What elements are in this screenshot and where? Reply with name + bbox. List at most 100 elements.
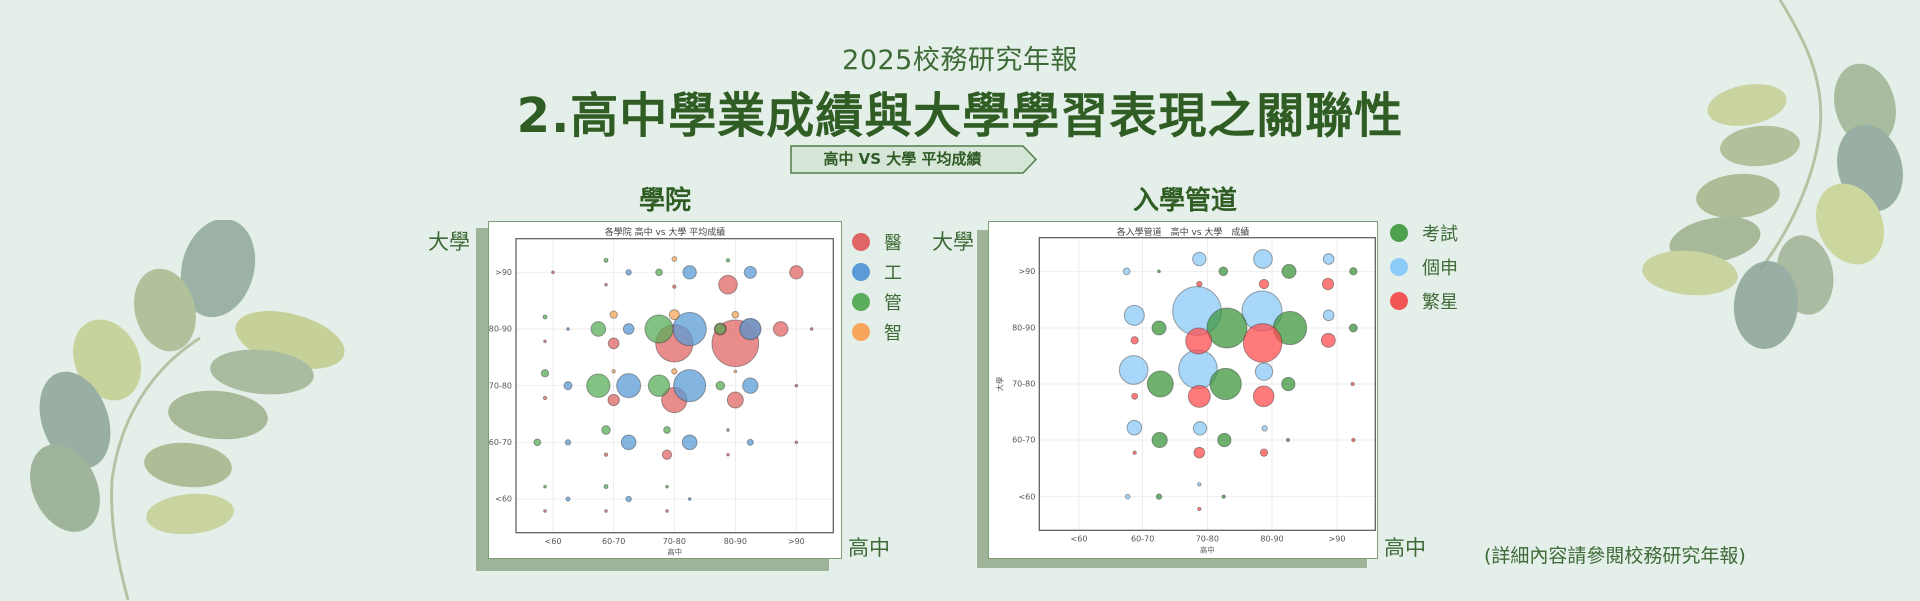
svg-text:大學: 大學 bbox=[996, 377, 1005, 392]
legend-dot-icon bbox=[1390, 258, 1408, 276]
bubble-point bbox=[1126, 419, 1143, 436]
bubble-point bbox=[715, 380, 726, 391]
bubble-point bbox=[665, 509, 669, 513]
section-title-college: 學院 bbox=[638, 186, 691, 216]
bubble-point bbox=[714, 323, 727, 335]
bubble-point bbox=[603, 257, 609, 263]
bubble-point bbox=[671, 256, 678, 262]
bubble-point bbox=[1197, 482, 1202, 487]
svg-text:80-90: 80-90 bbox=[1012, 324, 1035, 333]
svg-text:<60: <60 bbox=[495, 495, 512, 504]
bubble-point bbox=[565, 496, 571, 502]
svg-text:<60: <60 bbox=[1018, 492, 1035, 501]
legend-label: 醫 bbox=[884, 233, 902, 254]
svg-text:70-80: 70-80 bbox=[489, 381, 512, 390]
bubble-point bbox=[687, 497, 692, 501]
legend-item-medical: 醫 bbox=[852, 227, 902, 257]
svg-text:高中: 高中 bbox=[667, 548, 682, 557]
svg-text:60-70: 60-70 bbox=[1012, 436, 1035, 445]
x-axis-word-college: 高中 bbox=[848, 536, 890, 560]
bubble-point bbox=[1124, 493, 1131, 500]
bubble-point bbox=[1193, 446, 1206, 459]
legend-item-engineering: 工 bbox=[852, 257, 902, 287]
bubble-point bbox=[1322, 309, 1335, 322]
bubble-point bbox=[1206, 307, 1248, 349]
bubble-point bbox=[607, 337, 620, 350]
legend-item-management: 管 bbox=[852, 287, 902, 317]
bubble-point bbox=[681, 434, 698, 451]
bubble-point bbox=[533, 438, 542, 447]
legend-dot-icon bbox=[852, 263, 870, 281]
page-title: 2.高中學業成績與大學學習表現之關聯性 bbox=[516, 88, 1404, 144]
bubble-point bbox=[671, 368, 678, 375]
bubble-point bbox=[726, 452, 730, 457]
bubble-point bbox=[726, 391, 744, 409]
bubble-point bbox=[1192, 421, 1208, 436]
chart-title-college: 各學院 高中 vs 大學 平均成績 bbox=[604, 228, 726, 238]
legend-admission: 考試 個申 繁星 bbox=[1390, 216, 1458, 318]
chart-title-admission: 各入學管道 高中 vs 大學 成績 bbox=[1116, 228, 1250, 238]
legend-label: 智 bbox=[884, 323, 902, 344]
bubble-point bbox=[665, 484, 669, 489]
bubble-point bbox=[590, 321, 607, 337]
y-axis-word-admission: 大學 bbox=[932, 230, 974, 254]
bubble-point bbox=[1118, 355, 1149, 385]
bubble-point bbox=[1281, 263, 1297, 279]
bubble-point bbox=[1218, 266, 1229, 277]
bubble-point bbox=[625, 269, 632, 276]
section-title-admission: 入學管道 bbox=[1132, 186, 1237, 216]
legend-item-exam: 考試 bbox=[1390, 216, 1458, 250]
bubble-point bbox=[611, 369, 616, 374]
bubble-point bbox=[1187, 384, 1211, 408]
chart-frame-college: 各學院 高中 vs 大學 平均成績 <60 60-70 70-80 80-90 >90 <… bbox=[488, 221, 842, 559]
legend-label: 繁星 bbox=[1422, 292, 1458, 313]
bubble-point bbox=[542, 395, 548, 401]
bubble-point bbox=[542, 314, 548, 320]
bubble-point bbox=[718, 274, 738, 295]
bubble-point bbox=[625, 495, 632, 503]
bubble-point bbox=[1185, 327, 1213, 355]
bubble-point bbox=[746, 438, 754, 446]
bubble-point bbox=[563, 381, 573, 391]
bubble-point bbox=[1254, 362, 1274, 381]
bubble-point bbox=[742, 377, 759, 394]
bubble-point bbox=[647, 374, 671, 397]
y-axis-word-college: 大學 bbox=[428, 230, 470, 254]
bubble-point bbox=[682, 265, 697, 280]
bubble-point bbox=[1155, 493, 1163, 500]
banner-label: 高中 VS 大學 平均成績 bbox=[823, 150, 982, 168]
bubble-point bbox=[543, 509, 547, 513]
legend-item-intelligence: 智 bbox=[852, 317, 902, 347]
bubble-point bbox=[1351, 437, 1356, 443]
chart-frame-admission: 各入學管道 高中 vs 大學 成績 <60 60-70 70-80 80-90 >90 <… bbox=[988, 221, 1378, 559]
bubble-point bbox=[1281, 376, 1296, 392]
bubble-point bbox=[543, 484, 547, 489]
legend-dot-icon bbox=[1390, 292, 1408, 310]
legend-dot-icon bbox=[852, 293, 870, 311]
bubble-point bbox=[1123, 304, 1145, 326]
legend-college: 醫 工 管 智 bbox=[852, 227, 902, 347]
bubble-point bbox=[789, 265, 804, 280]
bubble-point bbox=[1197, 506, 1202, 512]
bubble-point bbox=[564, 439, 572, 446]
bubble-point bbox=[1192, 251, 1207, 267]
legend-dot-icon bbox=[1390, 224, 1408, 242]
legend-dot-icon bbox=[852, 233, 870, 251]
bubble-point bbox=[1252, 385, 1275, 408]
bubble-point bbox=[673, 369, 707, 403]
bubble-point bbox=[586, 373, 611, 398]
svg-text:80-90: 80-90 bbox=[1260, 535, 1283, 544]
bubble-point bbox=[1349, 267, 1358, 276]
svg-text:<60: <60 bbox=[1071, 535, 1088, 544]
bubble-point bbox=[540, 369, 550, 378]
report-title: 2025校務研究年報 bbox=[842, 45, 1078, 76]
svg-text:高中: 高中 bbox=[1200, 545, 1215, 554]
svg-text:>90: >90 bbox=[1018, 267, 1035, 276]
bubble-point bbox=[1259, 448, 1269, 457]
bubble-point bbox=[1285, 437, 1291, 443]
bubble-point bbox=[603, 484, 609, 490]
bubble-point bbox=[1253, 249, 1273, 269]
leaf-branch-right-decoration bbox=[1642, 0, 1903, 349]
svg-text:70-80: 70-80 bbox=[1012, 380, 1035, 389]
bubble-point bbox=[668, 309, 680, 321]
